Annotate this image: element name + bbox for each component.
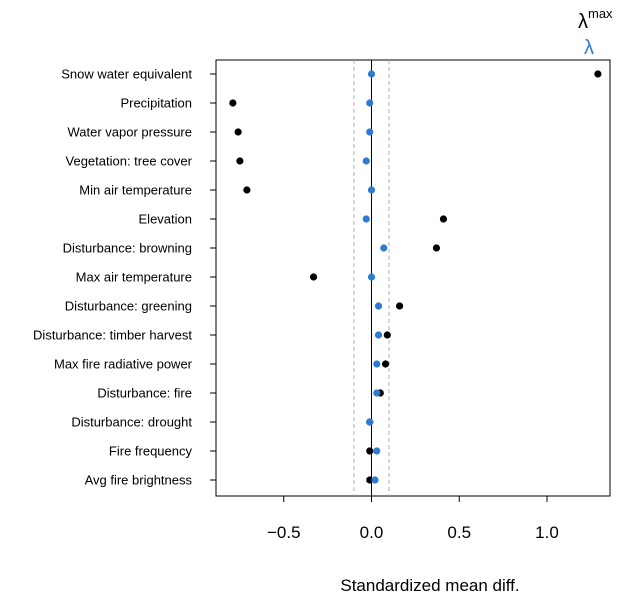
point-lambda [362, 157, 370, 165]
point-lambda-max [366, 447, 374, 455]
legend-lambda-max: λmax [578, 6, 613, 33]
x-tick-label: 1.0 [535, 523, 559, 542]
point-lambda [367, 70, 376, 78]
y-tick-label: Disturbance: timber harvest [33, 328, 192, 343]
point-lambda [373, 360, 381, 368]
plot-frame [215, 59, 611, 497]
point-lambda [373, 389, 381, 397]
point-lambda-max [594, 70, 602, 78]
y-tick-label: Min air temperature [79, 183, 192, 198]
point-lambda [366, 99, 374, 107]
y-tick-label: Disturbance: drought [71, 415, 192, 430]
legend-lambda-max-base: λ [578, 11, 588, 33]
point-lambda [366, 418, 374, 426]
y-tick-label: Max fire radiative power [54, 357, 193, 372]
point-lambda-max [309, 273, 318, 281]
point-lambda-max [439, 215, 448, 223]
y-tick-label: Max air temperature [76, 270, 192, 285]
legend-lambda: λ [584, 37, 594, 59]
x-tick-label: 0.0 [360, 523, 384, 542]
point-lambda [367, 186, 376, 194]
point-lambda [373, 447, 381, 455]
point-lambda-max [236, 157, 244, 165]
point-lambda-max [229, 99, 237, 107]
x-tick-label: −0.5 [267, 523, 301, 542]
point-lambda [362, 215, 370, 223]
point-lambda [366, 128, 374, 136]
y-tick-label: Vegetation: tree cover [66, 154, 193, 169]
point-lambda [380, 244, 388, 252]
point-lambda [371, 476, 379, 484]
point-lambda-max [432, 244, 441, 252]
y-tick-label: Water vapor pressure [67, 125, 192, 140]
y-tick-label: Disturbance: greening [65, 299, 192, 314]
point-lambda-max [383, 331, 391, 339]
y-tick-label: Disturbance: fire [97, 386, 192, 401]
point-lambda-max [234, 128, 242, 136]
point-lambda [374, 331, 383, 339]
x-axis-label: Standardized mean diff. [340, 576, 519, 595]
y-tick-label: Avg fire brightness [85, 473, 193, 488]
point-lambda-max [243, 186, 251, 194]
legend: λmax λ [578, 6, 613, 59]
point-lambda [367, 273, 376, 281]
y-tick-label: Snow water equivalent [61, 67, 192, 82]
point-lambda-max [366, 476, 374, 484]
y-tick-label: Elevation [139, 212, 192, 227]
y-tick-label: Fire frequency [109, 444, 193, 459]
x-tick-label: 0.5 [447, 523, 471, 542]
point-lambda [374, 302, 383, 310]
point-lambda-max [381, 360, 390, 368]
legend-lambda-max-sup: max [588, 6, 613, 21]
y-tick-label: Disturbance: browning [63, 241, 192, 256]
y-tick-label: Precipitation [120, 96, 192, 111]
point-lambda-max [395, 302, 404, 310]
